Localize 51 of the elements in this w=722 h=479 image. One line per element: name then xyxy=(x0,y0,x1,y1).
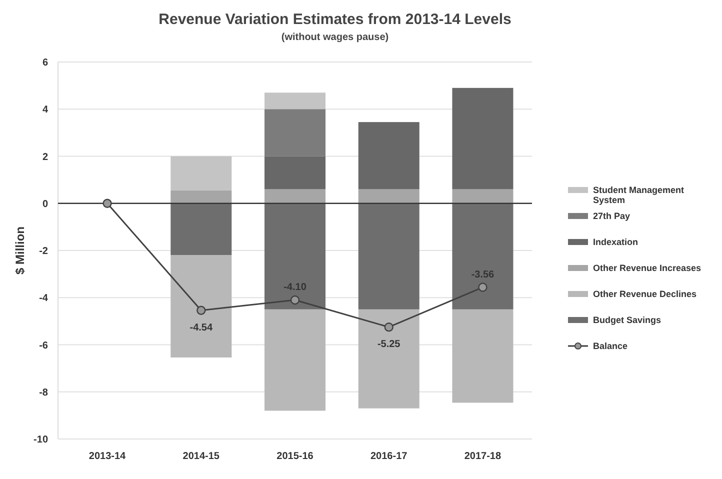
legend-label: Balance xyxy=(593,341,628,352)
chart-title: Revenue Variation Estimates from 2013-14 Levels xyxy=(158,11,512,28)
x-tick-label: 2013-14 xyxy=(88,451,126,462)
bar xyxy=(452,309,514,403)
bar xyxy=(264,156,326,190)
point xyxy=(384,322,394,332)
y-tick-label: 4 xyxy=(42,104,48,116)
bar xyxy=(358,203,420,310)
data-label: -5.25 xyxy=(377,339,401,350)
bar xyxy=(358,189,420,204)
y-tick-label: 2 xyxy=(42,152,48,163)
y-tick-label: -10 xyxy=(34,434,48,446)
bar xyxy=(452,189,514,204)
bar xyxy=(358,309,420,408)
y-tick-label: -2 xyxy=(39,246,48,257)
bar xyxy=(170,190,232,204)
legend-label: Other Revenue Declines xyxy=(593,289,697,300)
legend-label: Student Management System xyxy=(593,185,684,206)
x-tick-label: 2017-18 xyxy=(464,451,502,462)
bar xyxy=(170,255,232,358)
legend-label: 27th Pay xyxy=(593,211,630,222)
point xyxy=(478,282,488,292)
y-tick-label: 6 xyxy=(42,58,48,68)
data-label: -3.56 xyxy=(471,269,495,280)
x-tick-label: 2014-15 xyxy=(182,451,220,462)
data-label: -4.54 xyxy=(190,322,213,334)
legend-label: Other Revenue Increases xyxy=(593,263,702,274)
bar xyxy=(264,109,326,156)
y-tick-label: -8 xyxy=(39,387,48,398)
bar xyxy=(264,309,326,411)
bar xyxy=(452,88,514,190)
bar xyxy=(264,203,326,310)
x-tick-label: 2015-16 xyxy=(276,451,314,462)
y-tick-label: -4 xyxy=(39,293,48,304)
bar xyxy=(452,203,514,310)
bar xyxy=(170,156,232,190)
chart-subtitle: (without wages pause) xyxy=(281,32,389,43)
data-label: -4.10 xyxy=(284,282,307,293)
legend-label: Budget Savings xyxy=(593,315,662,326)
point xyxy=(196,306,206,315)
legend-label: Indexation xyxy=(593,237,638,248)
bar xyxy=(264,92,326,110)
bar xyxy=(264,189,326,204)
point xyxy=(102,198,112,208)
y-axis-title: $ Million xyxy=(13,226,27,274)
bar xyxy=(358,122,420,190)
bar xyxy=(170,203,232,256)
y-tick-label: 0 xyxy=(42,198,48,210)
y-tick-label: -6 xyxy=(39,340,48,352)
point xyxy=(290,295,300,305)
x-tick-label: 2016-17 xyxy=(370,451,408,462)
